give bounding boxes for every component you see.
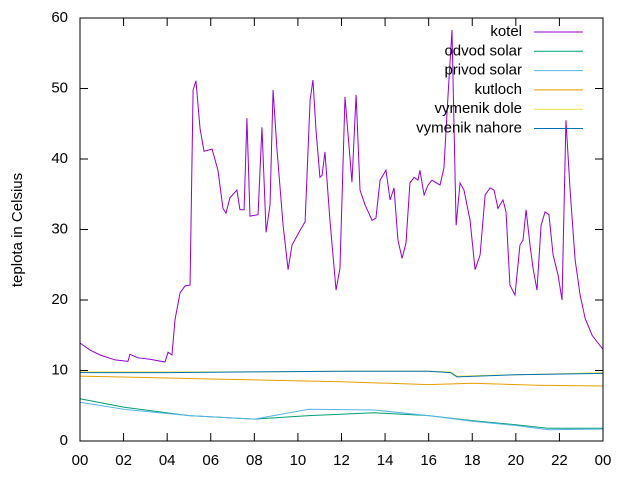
y-axis-label: teplota in Celsius	[9, 173, 26, 287]
series-line	[80, 370, 604, 378]
y-tick-label: 50	[51, 79, 68, 96]
x-tick-label: 10	[290, 452, 307, 469]
series-line	[79, 375, 604, 387]
plot-border	[79, 17, 604, 442]
x-tick-label: 12	[333, 452, 350, 469]
y-tick-label: 0	[60, 432, 68, 449]
x-tick-label: 02	[115, 452, 132, 469]
x-tick-label: 14	[377, 452, 394, 469]
series-line	[79, 398, 603, 429]
x-tick-label: 20	[507, 452, 524, 469]
x-tick-label: 08	[246, 452, 263, 469]
y-tick-label: 40	[51, 150, 68, 167]
x-tick-label: 04	[159, 452, 176, 469]
x-tick-label: 18	[464, 452, 481, 469]
legend-label: vymenik dole	[434, 100, 522, 117]
legend-label: vymenik nahore	[416, 119, 522, 136]
legend-label: kotel	[490, 23, 522, 40]
series-line	[79, 29, 604, 363]
legend-label: privod solar	[444, 62, 522, 79]
legend-label: kutloch	[474, 81, 522, 98]
x-tick-label: 00	[72, 452, 89, 469]
y-tick-label: 60	[51, 9, 68, 26]
legend-label: odvod solar	[444, 42, 522, 59]
series-line	[79, 401, 604, 431]
x-tick-label: 00	[595, 452, 612, 469]
x-tick-label: 16	[420, 452, 437, 469]
x-tick-label: 22	[551, 452, 568, 469]
x-tick-label: 06	[202, 452, 219, 469]
series-line	[80, 370, 604, 377]
y-tick-label: 20	[51, 291, 68, 308]
y-tick-label: 30	[51, 220, 68, 237]
y-tick-label: 10	[51, 361, 68, 378]
